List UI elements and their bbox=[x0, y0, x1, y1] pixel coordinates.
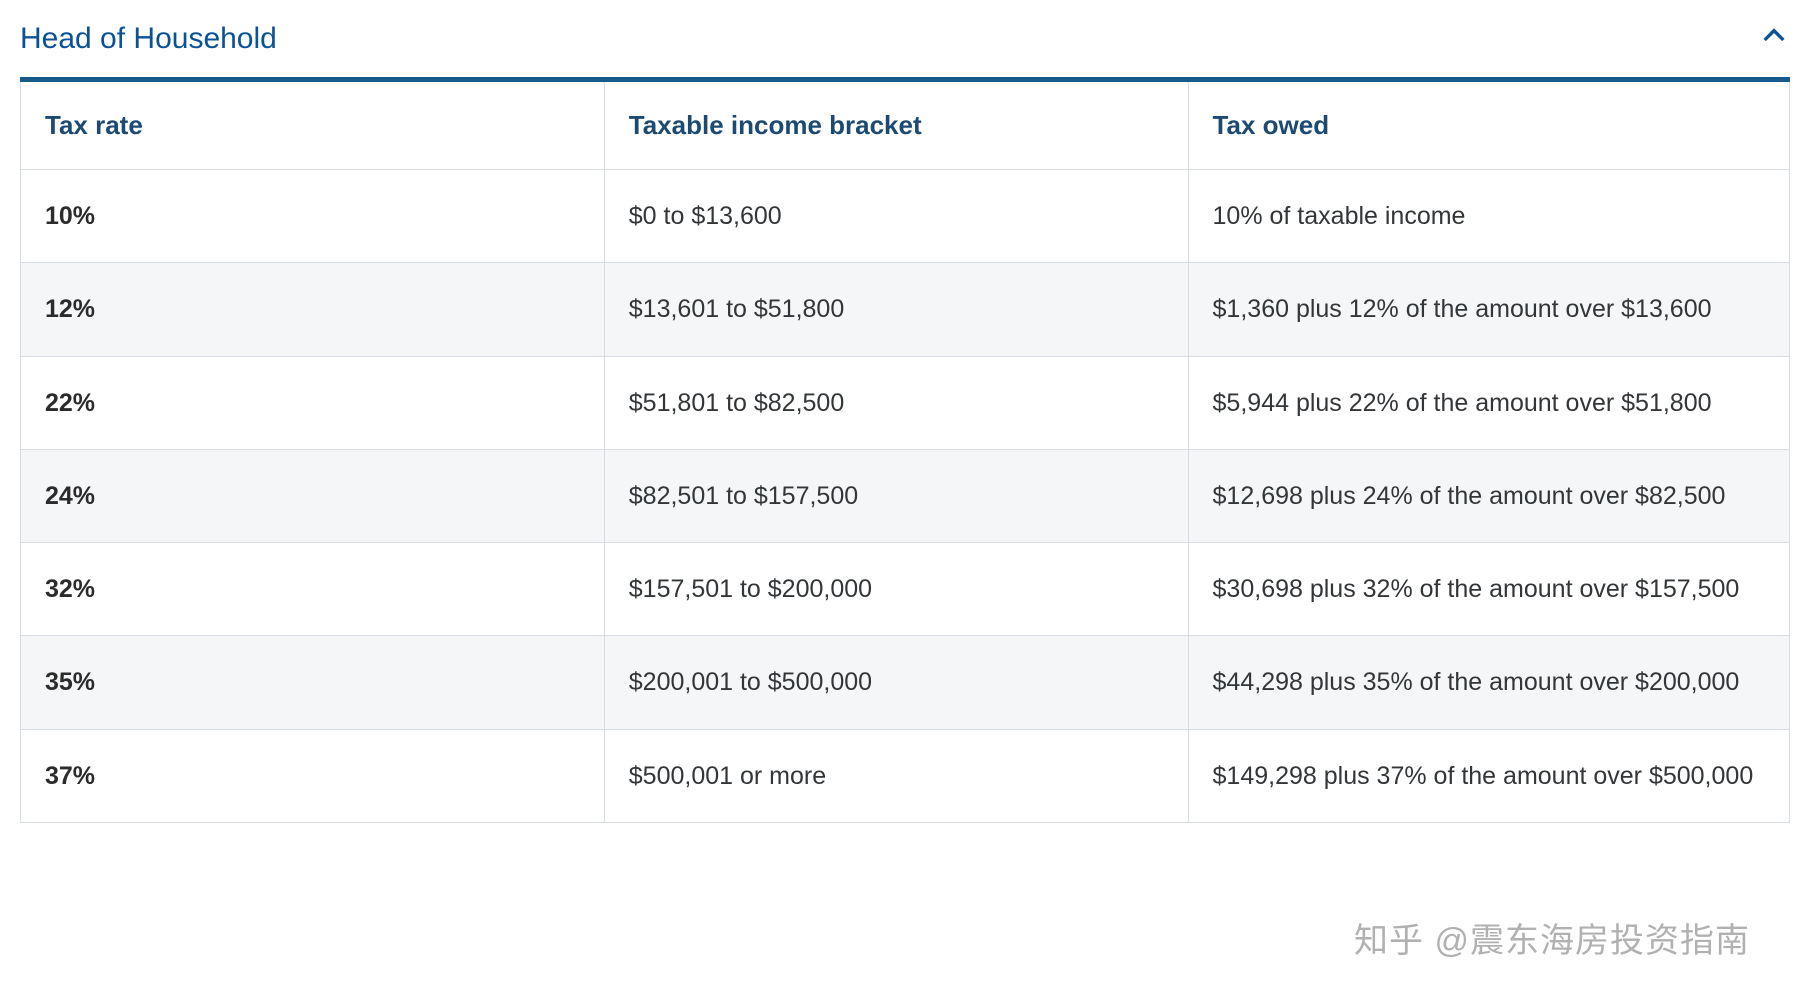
cell-tax-rate: 37% bbox=[21, 729, 605, 822]
table-row: 10%$0 to $13,60010% of taxable income bbox=[21, 170, 1790, 263]
cell-tax-owed: $1,360 plus 12% of the amount over $13,6… bbox=[1188, 263, 1789, 356]
cell-income-bracket: $51,801 to $82,500 bbox=[604, 356, 1188, 449]
table-row: 12%$13,601 to $51,800$1,360 plus 12% of … bbox=[21, 263, 1790, 356]
col-header-tax-owed: Tax owed bbox=[1188, 80, 1789, 170]
section-title: Head of Household bbox=[20, 22, 277, 56]
col-header-tax-rate: Tax rate bbox=[21, 80, 605, 170]
table-row: 35%$200,001 to $500,000$44,298 plus 35% … bbox=[21, 636, 1790, 729]
tax-bracket-section: Head of Household Tax rate Taxable incom… bbox=[20, 20, 1790, 823]
table-row: 37%$500,001 or more$149,298 plus 37% of … bbox=[21, 729, 1790, 822]
cell-tax-rate: 22% bbox=[21, 356, 605, 449]
cell-tax-rate: 32% bbox=[21, 543, 605, 636]
cell-income-bracket: $200,001 to $500,000 bbox=[604, 636, 1188, 729]
cell-tax-rate: 10% bbox=[21, 170, 605, 263]
section-header[interactable]: Head of Household bbox=[20, 20, 1790, 77]
cell-tax-owed: $5,944 plus 22% of the amount over $51,8… bbox=[1188, 356, 1789, 449]
cell-income-bracket: $157,501 to $200,000 bbox=[604, 543, 1188, 636]
cell-tax-rate: 12% bbox=[21, 263, 605, 356]
collapse-chevron-icon[interactable] bbox=[1758, 20, 1790, 57]
watermark-text: 知乎 @震东海房投资指南 bbox=[1354, 913, 1750, 962]
cell-tax-owed: 10% of taxable income bbox=[1188, 170, 1789, 263]
col-header-income-bracket: Taxable income bracket bbox=[604, 80, 1188, 170]
tax-bracket-table: Tax rate Taxable income bracket Tax owed… bbox=[20, 77, 1790, 823]
table-row: 32%$157,501 to $200,000$30,698 plus 32% … bbox=[21, 543, 1790, 636]
cell-tax-owed: $149,298 plus 37% of the amount over $50… bbox=[1188, 729, 1789, 822]
cell-income-bracket: $13,601 to $51,800 bbox=[604, 263, 1188, 356]
table-header-row: Tax rate Taxable income bracket Tax owed bbox=[21, 80, 1790, 170]
cell-income-bracket: $82,501 to $157,500 bbox=[604, 449, 1188, 542]
cell-tax-rate: 35% bbox=[21, 636, 605, 729]
cell-income-bracket: $0 to $13,600 bbox=[604, 170, 1188, 263]
cell-income-bracket: $500,001 or more bbox=[604, 729, 1188, 822]
cell-tax-owed: $12,698 plus 24% of the amount over $82,… bbox=[1188, 449, 1789, 542]
cell-tax-owed: $30,698 plus 32% of the amount over $157… bbox=[1188, 543, 1789, 636]
table-row: 22%$51,801 to $82,500$5,944 plus 22% of … bbox=[21, 356, 1790, 449]
table-row: 24%$82,501 to $157,500$12,698 plus 24% o… bbox=[21, 449, 1790, 542]
cell-tax-owed: $44,298 plus 35% of the amount over $200… bbox=[1188, 636, 1789, 729]
cell-tax-rate: 24% bbox=[21, 449, 605, 542]
